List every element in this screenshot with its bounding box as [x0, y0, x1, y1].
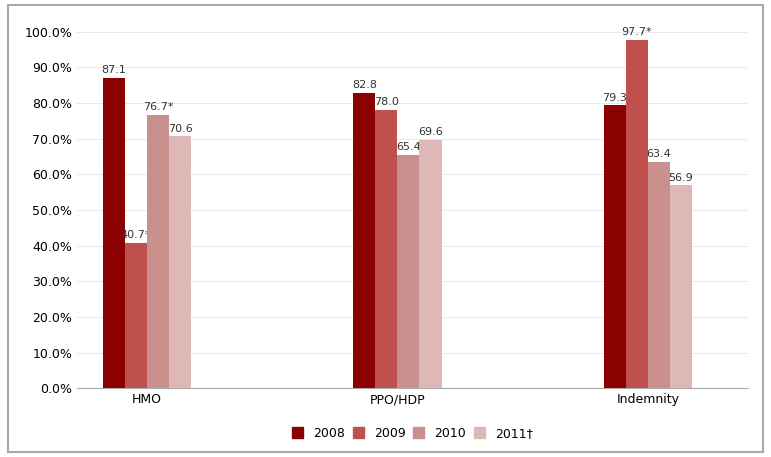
Bar	[398, 155, 419, 388]
Text: 79.3: 79.3	[602, 93, 627, 102]
Legend: 2008, 2009, 2010, 2011†: 2008, 2009, 2010, 2011†	[286, 420, 539, 446]
Bar	[648, 162, 670, 388]
Bar	[419, 140, 442, 388]
Bar	[626, 40, 648, 388]
Bar	[375, 110, 398, 388]
Bar	[604, 106, 626, 388]
Bar	[125, 243, 147, 388]
Text: 97.7*: 97.7*	[621, 27, 652, 37]
Text: 78.0: 78.0	[374, 97, 399, 107]
Text: 63.4: 63.4	[646, 149, 671, 159]
Bar	[147, 115, 169, 388]
Bar	[670, 186, 692, 388]
Text: 87.1: 87.1	[102, 65, 126, 75]
Bar	[169, 137, 191, 388]
Text: 70.6: 70.6	[168, 124, 193, 133]
Text: 56.9: 56.9	[668, 173, 693, 182]
Text: 69.6: 69.6	[418, 127, 443, 137]
Text: 65.4: 65.4	[396, 142, 421, 152]
Text: 76.7*: 76.7*	[143, 102, 173, 112]
Text: 82.8: 82.8	[352, 80, 377, 90]
Text: 40.7*: 40.7*	[121, 230, 151, 240]
Bar	[353, 93, 375, 388]
Bar	[103, 78, 125, 388]
